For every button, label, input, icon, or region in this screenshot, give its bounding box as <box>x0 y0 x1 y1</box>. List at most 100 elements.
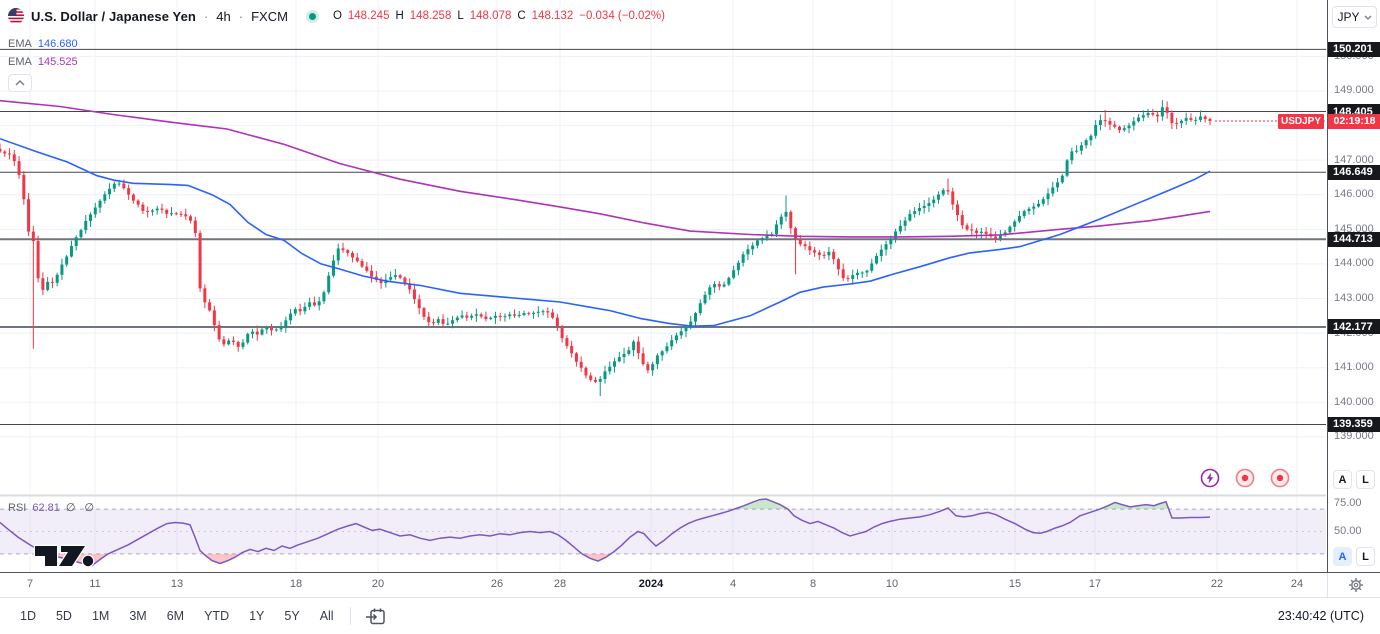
ema-slow-value: 145.525 <box>37 56 78 68</box>
market-status-icon[interactable] <box>308 12 316 20</box>
auto-scale-button[interactable]: A <box>1333 547 1352 566</box>
range-button-ytd[interactable]: YTD <box>196 604 237 628</box>
open-value: 148.245 <box>347 10 390 22</box>
time-tick-label: 10 <box>885 578 899 590</box>
utc-clock[interactable]: 23:40:42 (UTC) <box>1277 609 1364 623</box>
rsi-value: 62.81 <box>32 501 60 514</box>
chart-pane[interactable]: U.S. Dollar / Japanese Yen · 4h · FXCM O… <box>0 0 1326 572</box>
low-label: L <box>457 10 464 22</box>
exchange-label[interactable]: FXCM <box>251 8 288 24</box>
date-range-buttons: 1D 5D 1M 3M 6M YTD 1Y 5Y All <box>12 604 342 628</box>
time-tick-label: 13 <box>170 578 184 590</box>
log-scale-button[interactable]: L <box>1356 547 1375 566</box>
price-axis[interactable]: JPY 150.000149.000148.000147.000146.0001… <box>1327 0 1380 572</box>
time-tick-label: 15 <box>1008 578 1022 590</box>
price-tick-label: 144.000 <box>1334 257 1374 270</box>
ema-fast-legend[interactable]: EMA 146.680 <box>8 38 78 50</box>
rsi-empty-params: ∅ ∅ <box>65 502 98 514</box>
price-level-badge: 146.649 <box>1328 164 1380 180</box>
calendar-arrow-icon <box>365 608 385 624</box>
price-tick-label: 140.000 <box>1334 395 1374 408</box>
ema-fast-label: EMA <box>8 38 32 50</box>
time-tick-label: 11 <box>89 578 101 590</box>
range-button-1m[interactable]: 1M <box>84 604 117 628</box>
close-value: 148.132 <box>531 10 574 22</box>
toolbar-divider <box>349 607 351 625</box>
rsi-tick-label: 75.00 <box>1334 496 1362 509</box>
time-tick-label: 7 <box>26 578 34 590</box>
close-label: C <box>517 10 526 22</box>
range-button-5y[interactable]: 5Y <box>276 604 307 628</box>
price-tick-label: 149.000 <box>1334 84 1374 97</box>
price-tick-label: 146.000 <box>1334 188 1374 201</box>
ema-slow-legend[interactable]: EMA 145.525 <box>8 56 78 68</box>
price-tick-label: 139.000 <box>1334 430 1374 443</box>
price-tick-label: 143.000 <box>1334 292 1374 305</box>
currency-label: JPY <box>1337 10 1360 24</box>
range-button-1d[interactable]: 1D <box>12 604 44 628</box>
time-tick-label: 28 <box>553 578 567 590</box>
time-tick-label: 20 <box>371 578 385 590</box>
collapse-legend-button[interactable] <box>8 74 32 92</box>
time-tick-label: 4 <box>729 578 737 590</box>
interval-label[interactable]: 4h <box>216 8 231 24</box>
go-to-date-button[interactable] <box>359 605 392 628</box>
record-dot-icon[interactable] <box>1235 468 1255 488</box>
price-tick-label: 141.000 <box>1334 361 1374 374</box>
range-button-3m[interactable]: 3M <box>121 604 154 628</box>
high-label: H <box>395 10 404 22</box>
title-separator: · <box>238 8 244 24</box>
range-button-5d[interactable]: 5D <box>48 604 80 628</box>
price-level-badge: 144.713 <box>1328 231 1380 247</box>
price-level-badge: 142.177 <box>1328 319 1380 335</box>
time-tick-label: 24 <box>1290 578 1304 590</box>
bottom-toolbar: 1D 5D 1M 3M 6M YTD 1Y 5Y All 23:40:42 (UTC) <box>0 597 1380 634</box>
price-level-lines <box>0 48 1326 425</box>
range-button-6m[interactable]: 6M <box>159 604 192 628</box>
time-axis[interactable]: 7 11 13 18 20 26 28 2024 4 8 10 15 17 22 24 <box>0 572 1380 598</box>
chart-canvas[interactable] <box>0 0 1326 572</box>
log-scale-button[interactable]: L <box>1356 470 1375 489</box>
time-tick-label: 22 <box>1210 578 1224 590</box>
open-label: O <box>332 10 342 22</box>
gear-icon[interactable] <box>1347 576 1365 594</box>
price-level-badge: 139.359 <box>1328 416 1380 432</box>
range-button-1y[interactable]: 1Y <box>241 604 272 628</box>
tradingview-logo[interactable] <box>33 542 107 570</box>
candlestick-series <box>0 99 1212 397</box>
currency-dropdown[interactable]: JPY <box>1332 6 1377 28</box>
high-value: 148.258 <box>409 10 452 22</box>
ema-fast-value: 146.680 <box>37 38 78 50</box>
time-tick-label: 8 <box>809 578 817 590</box>
us-flag-icon <box>8 8 24 24</box>
chevron-up-icon <box>15 80 25 86</box>
chevron-down-icon <box>1364 15 1371 20</box>
low-value: 148.078 <box>469 10 512 22</box>
ema-fast-line[interactable] <box>0 137 1211 328</box>
rsi-tick-label: 50.00 <box>1334 524 1362 537</box>
time-tick-label: 2024 <box>638 578 664 590</box>
ema-slow-label: EMA <box>8 56 32 68</box>
lightning-alert-icon[interactable] <box>1200 468 1220 488</box>
auto-scale-button[interactable]: A <box>1333 470 1352 489</box>
rsi-label: RSI <box>8 501 27 514</box>
change-value: −0.034 (−0.02%) <box>579 10 665 22</box>
price-level-badge: 150.201 <box>1328 41 1380 57</box>
rsi-pane-background <box>0 508 1326 555</box>
time-tick-label: 18 <box>289 578 303 590</box>
title-separator: · <box>203 8 209 24</box>
symbol-title[interactable]: U.S. Dollar / Japanese Yen <box>31 8 196 24</box>
time-tick-label: 17 <box>1088 578 1102 590</box>
rsi-legend[interactable]: RSI 62.81 ∅ ∅ <box>8 501 98 515</box>
countdown-timer-badge: 02:19:18 <box>1328 113 1380 129</box>
time-tick-label: 26 <box>490 578 504 590</box>
range-button-all[interactable]: All <box>312 604 342 628</box>
ema-slow-line[interactable] <box>0 99 1211 238</box>
rsi-line[interactable] <box>0 498 1211 567</box>
rsi-indicator <box>0 498 1211 567</box>
chart-header: U.S. Dollar / Japanese Yen · 4h · FXCM O… <box>8 8 665 24</box>
countdown-symbol-badge: USDJPY <box>1278 113 1324 129</box>
record-dot-icon[interactable] <box>1270 468 1290 488</box>
indicator-icons <box>1200 468 1290 488</box>
